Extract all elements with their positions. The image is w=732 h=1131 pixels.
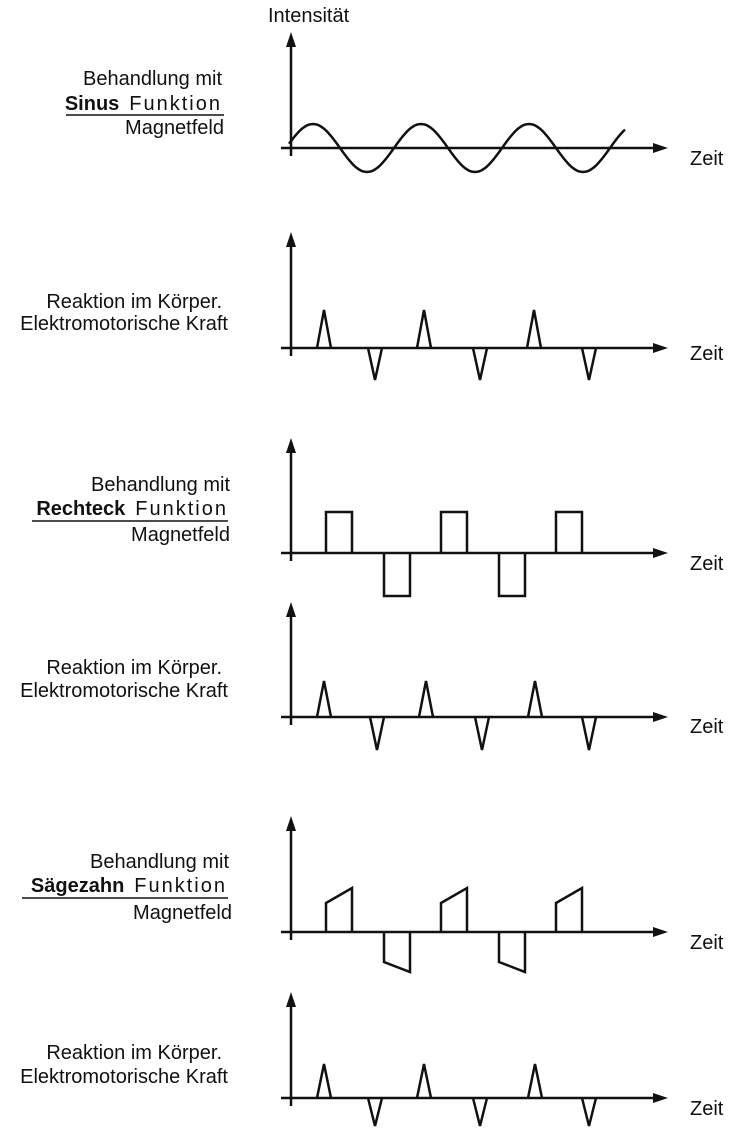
panel-reaction-2: Reaktion im Körper. Elektromotorische Kr…	[20, 602, 724, 751]
x-axis-label: Zeit	[690, 932, 724, 954]
field-label: Magnetfeld	[131, 524, 230, 546]
x-axis-arrowhead	[653, 143, 668, 153]
x-axis-arrowhead	[653, 343, 668, 353]
negative-square-pulse	[497, 553, 527, 598]
plot-area-reaction-1	[281, 232, 668, 381]
positive-pulse	[315, 1063, 333, 1099]
plot-area-sinus	[281, 32, 668, 174]
panel-sinus-treatment: Behandlung mit Sinus Funktion Magnetfeld …	[65, 32, 724, 174]
reaction-label: Reaktion im Körper.	[46, 657, 222, 679]
positive-pulse	[315, 309, 333, 349]
y-axis-arrowhead	[286, 602, 296, 617]
x-axis-arrowhead	[653, 712, 668, 722]
function-word: Funktion	[134, 875, 227, 897]
positive-square-pulse	[554, 510, 584, 553]
negative-pulse	[580, 347, 598, 381]
function-title: Sinus Funktion	[65, 93, 222, 115]
field-label: Magnetfeld	[133, 902, 232, 924]
y-axis-arrowhead	[286, 438, 296, 453]
negative-pulse	[580, 1097, 598, 1127]
positive-pulse	[315, 680, 333, 718]
panel-reaction-1: Reaktion im Körper. Elektromotorische Kr…	[20, 232, 724, 381]
positive-pulse	[415, 309, 433, 349]
function-title: Sägezahn Funktion	[31, 875, 227, 897]
treatment-label: Behandlung mit	[83, 68, 222, 90]
positive-sawtooth-pulse	[324, 885, 354, 932]
positive-pulse	[525, 309, 543, 349]
plot-area-rechteck	[281, 438, 668, 598]
x-axis-arrowhead	[653, 927, 668, 937]
field-label: Magnetfeld	[125, 117, 224, 139]
sine-wave	[287, 122, 626, 174]
x-axis-label: Zeit	[690, 343, 724, 365]
panel-reaction-3: Reaktion im Körper. Elektromotorische Kr…	[20, 992, 724, 1127]
negative-pulse	[580, 716, 598, 751]
function-word: Funktion	[135, 498, 228, 520]
negative-sawtooth-pulse	[382, 932, 412, 974]
function-name: Sägezahn	[31, 875, 124, 897]
negative-pulse	[368, 716, 386, 751]
treatment-label: Behandlung mit	[91, 474, 230, 496]
y-axis-arrowhead	[286, 816, 296, 831]
x-axis-label: Zeit	[690, 148, 724, 170]
plot-area-reaction-3	[281, 992, 668, 1127]
function-word: Funktion	[129, 93, 222, 115]
positive-sawtooth-pulse	[439, 885, 469, 932]
x-axis-label: Zeit	[690, 1098, 724, 1120]
negative-square-pulse	[382, 553, 412, 598]
emf-label: Elektromotorische Kraft	[20, 313, 228, 335]
plot-area-saegezahn	[281, 816, 668, 974]
positive-square-pulse	[324, 510, 354, 553]
x-axis-label: Zeit	[690, 716, 724, 738]
x-axis-arrowhead	[653, 1093, 668, 1103]
x-axis-label: Zeit	[690, 553, 724, 575]
negative-pulse	[471, 1097, 489, 1127]
positive-sawtooth-pulse	[554, 885, 584, 932]
panel-rechteck-treatment: Behandlung mit Rechteck Funktion Magnetfe…	[32, 438, 724, 598]
y-axis-arrowhead	[286, 992, 296, 1007]
function-name: Sinus	[65, 93, 119, 115]
function-title: Rechteck Funktion	[36, 498, 228, 520]
y-axis-arrowhead	[286, 232, 296, 247]
positive-square-pulse	[439, 510, 469, 553]
panel-saegezahn-treatment: Behandlung mit Sägezahn Funktion Magnetfe…	[22, 816, 724, 974]
reaction-label: Reaktion im Körper.	[46, 1042, 222, 1064]
positive-pulse	[417, 680, 435, 718]
emf-label: Elektromotorische Kraft	[20, 1066, 228, 1088]
negative-pulse	[473, 716, 491, 751]
treatment-label: Behandlung mit	[90, 851, 229, 873]
x-axis-arrowhead	[653, 548, 668, 558]
positive-pulse	[526, 680, 544, 718]
plot-area-reaction-2	[281, 602, 668, 751]
negative-pulse	[366, 1097, 384, 1127]
y-axis-label: Intensität	[268, 5, 350, 27]
positive-pulse	[415, 1063, 433, 1099]
negative-pulse	[366, 347, 384, 381]
y-axis-arrowhead	[286, 32, 296, 47]
positive-pulse	[526, 1063, 544, 1099]
negative-pulse	[471, 347, 489, 381]
emf-label: Elektromotorische Kraft	[20, 680, 228, 702]
negative-sawtooth-pulse	[497, 932, 527, 974]
reaction-label: Reaktion im Körper.	[46, 291, 222, 313]
function-name: Rechteck	[36, 498, 126, 520]
